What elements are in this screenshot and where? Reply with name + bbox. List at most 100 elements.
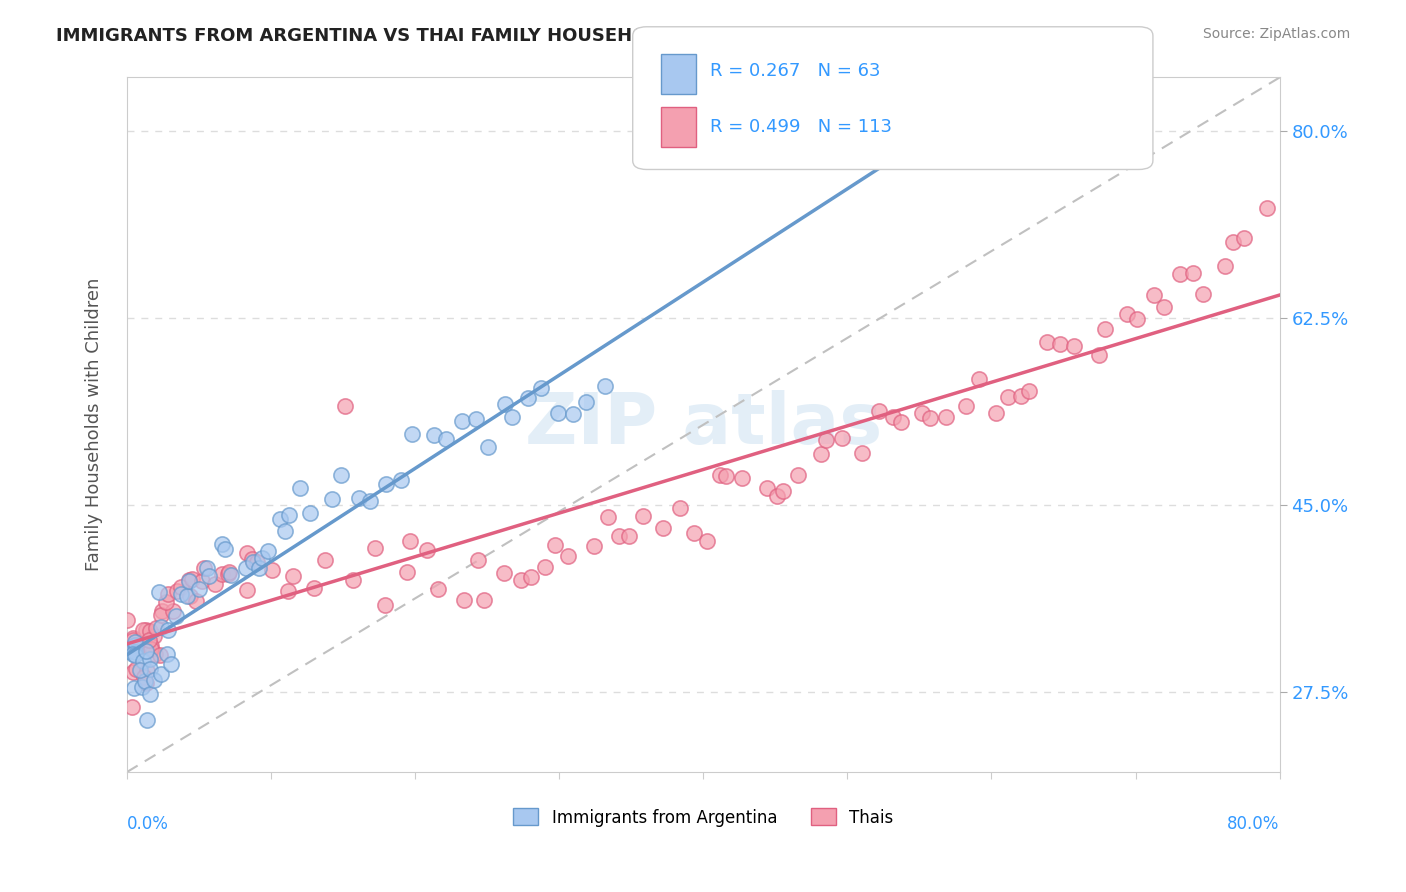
- Point: [1153, 300, 1175, 314]
- Point: [477, 440, 499, 454]
- Point: [274, 524, 297, 538]
- Point: [399, 534, 422, 549]
- Point: [453, 593, 475, 607]
- Point: [851, 445, 873, 459]
- Point: [416, 542, 439, 557]
- Point: [247, 560, 270, 574]
- Point: [217, 567, 239, 582]
- Point: [810, 447, 832, 461]
- Point: [136, 713, 159, 727]
- Point: [218, 565, 240, 579]
- Point: [124, 634, 146, 648]
- Point: [121, 700, 143, 714]
- Point: [467, 553, 489, 567]
- Point: [935, 409, 957, 424]
- Point: [374, 598, 396, 612]
- Point: [1094, 322, 1116, 336]
- Point: [179, 574, 201, 589]
- Point: [135, 643, 157, 657]
- Point: [121, 631, 143, 645]
- Legend: Immigrants from Argentina, Thais: Immigrants from Argentina, Thais: [506, 802, 900, 833]
- Point: [633, 508, 655, 523]
- Point: [156, 586, 179, 600]
- Point: [150, 667, 173, 681]
- Point: [494, 397, 516, 411]
- Point: [121, 640, 143, 655]
- Point: [179, 589, 201, 603]
- Point: [236, 583, 259, 598]
- Point: [652, 521, 675, 535]
- Point: [389, 473, 412, 487]
- Point: [176, 590, 198, 604]
- Point: [520, 570, 543, 584]
- Point: [434, 432, 457, 446]
- Point: [755, 482, 778, 496]
- Point: [149, 648, 172, 662]
- Point: [516, 391, 538, 405]
- Point: [427, 582, 450, 596]
- Point: [772, 484, 794, 499]
- Point: [204, 577, 226, 591]
- Point: [1010, 388, 1032, 402]
- Point: [160, 657, 183, 671]
- Point: [534, 560, 557, 574]
- Point: [868, 404, 890, 418]
- Text: ZIP atlas: ZIP atlas: [524, 390, 882, 459]
- Point: [122, 665, 145, 679]
- Point: [150, 607, 173, 622]
- Point: [375, 477, 398, 491]
- Point: [696, 533, 718, 548]
- Point: [501, 410, 523, 425]
- Point: [1168, 267, 1191, 281]
- Point: [240, 552, 263, 566]
- Point: [401, 426, 423, 441]
- Point: [143, 673, 166, 688]
- Point: [882, 410, 904, 425]
- Point: [122, 633, 145, 648]
- Point: [359, 493, 381, 508]
- Point: [714, 469, 737, 483]
- Point: [669, 501, 692, 516]
- Point: [598, 509, 620, 524]
- Point: [195, 561, 218, 575]
- Point: [997, 390, 1019, 404]
- Point: [129, 663, 152, 677]
- Text: 0.0%: 0.0%: [127, 814, 169, 833]
- Point: [121, 648, 143, 662]
- Point: [1036, 334, 1059, 349]
- Point: [138, 633, 160, 648]
- Point: [1088, 348, 1111, 362]
- Point: [1115, 307, 1137, 321]
- Point: [149, 619, 172, 633]
- Point: [321, 491, 343, 506]
- Point: [191, 574, 214, 589]
- Point: [472, 593, 495, 607]
- Text: 80.0%: 80.0%: [1227, 814, 1279, 833]
- Point: [141, 639, 163, 653]
- Point: [165, 608, 187, 623]
- Point: [787, 468, 810, 483]
- Point: [135, 623, 157, 637]
- Point: [269, 512, 291, 526]
- Point: [132, 654, 155, 668]
- Point: [132, 670, 155, 684]
- Point: [143, 647, 166, 661]
- Point: [124, 638, 146, 652]
- Point: [561, 407, 583, 421]
- Point: [1222, 235, 1244, 249]
- Point: [281, 568, 304, 582]
- Point: [314, 553, 336, 567]
- Point: [141, 642, 163, 657]
- Point: [139, 687, 162, 701]
- Point: [246, 555, 269, 569]
- Point: [250, 550, 273, 565]
- Point: [967, 372, 990, 386]
- Point: [1018, 384, 1040, 398]
- Point: [211, 567, 233, 582]
- Point: [115, 613, 138, 627]
- Point: [617, 529, 640, 543]
- Point: [262, 563, 284, 577]
- Point: [683, 525, 706, 540]
- Y-axis label: Family Households with Children: Family Households with Children: [86, 278, 103, 572]
- Point: [134, 673, 156, 688]
